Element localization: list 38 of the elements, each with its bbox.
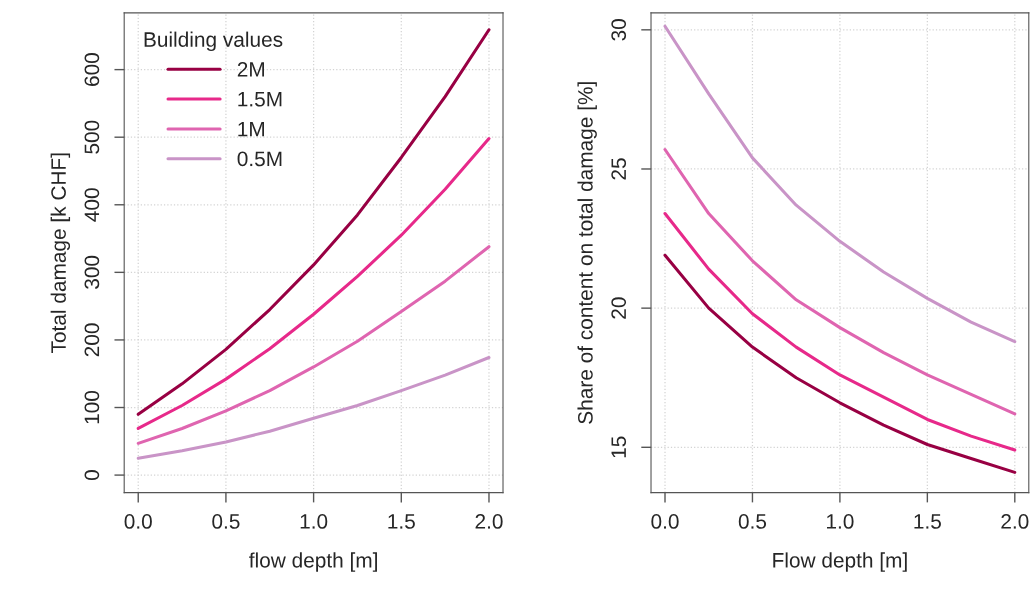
y-axis-title: Share of content on total damage [%] bbox=[577, 82, 597, 424]
x-axis-title: flow depth [m] bbox=[249, 552, 377, 572]
y-tick-label: 0 bbox=[84, 470, 100, 481]
legend-label: 1M bbox=[238, 121, 264, 137]
line-series bbox=[663, 211, 1017, 452]
x-tick-label: 1.5 bbox=[388, 514, 415, 529]
x-tick-label: 2.0 bbox=[475, 514, 503, 529]
y-tick-label: 200 bbox=[84, 323, 100, 357]
legend-label: 2M bbox=[237, 61, 264, 77]
line-series bbox=[663, 24, 1017, 344]
line-series bbox=[136, 355, 491, 460]
x-tick-label: 0.5 bbox=[738, 514, 767, 529]
y-tick-label: 20 bbox=[611, 297, 627, 319]
y-tick-label: 500 bbox=[84, 120, 100, 154]
x-tick-label: 0.5 bbox=[212, 514, 240, 529]
y-tick-label: 15 bbox=[611, 436, 627, 458]
y-tick-label: 400 bbox=[84, 188, 100, 222]
legend-title: Building values bbox=[144, 31, 283, 52]
line-series bbox=[663, 147, 1017, 416]
line-series bbox=[663, 253, 1017, 474]
x-tick-label: 0.0 bbox=[124, 514, 152, 529]
y-tick-label: 600 bbox=[84, 53, 100, 86]
y-tick-label: 30 bbox=[611, 19, 627, 41]
x-tick-label: 2.0 bbox=[1001, 514, 1029, 529]
x-tick-label: 0.0 bbox=[651, 514, 679, 529]
line-series bbox=[136, 245, 491, 445]
y-tick-label: 100 bbox=[84, 390, 100, 424]
legend-label: 0.5M bbox=[237, 151, 282, 167]
x-tick-label: 1.0 bbox=[827, 514, 854, 529]
y-axis-title: Total damage [k CHF] bbox=[50, 153, 71, 354]
y-tick-label: 300 bbox=[84, 255, 100, 289]
legend-label: 1.5M bbox=[238, 92, 282, 107]
x-tick-label: 1.0 bbox=[300, 514, 328, 529]
line-series bbox=[136, 137, 491, 430]
y-tick-label: 25 bbox=[611, 158, 627, 180]
x-tick-label: 1.5 bbox=[914, 514, 941, 529]
line-series bbox=[136, 28, 491, 416]
x-axis-title: Flow depth [m] bbox=[773, 552, 907, 572]
